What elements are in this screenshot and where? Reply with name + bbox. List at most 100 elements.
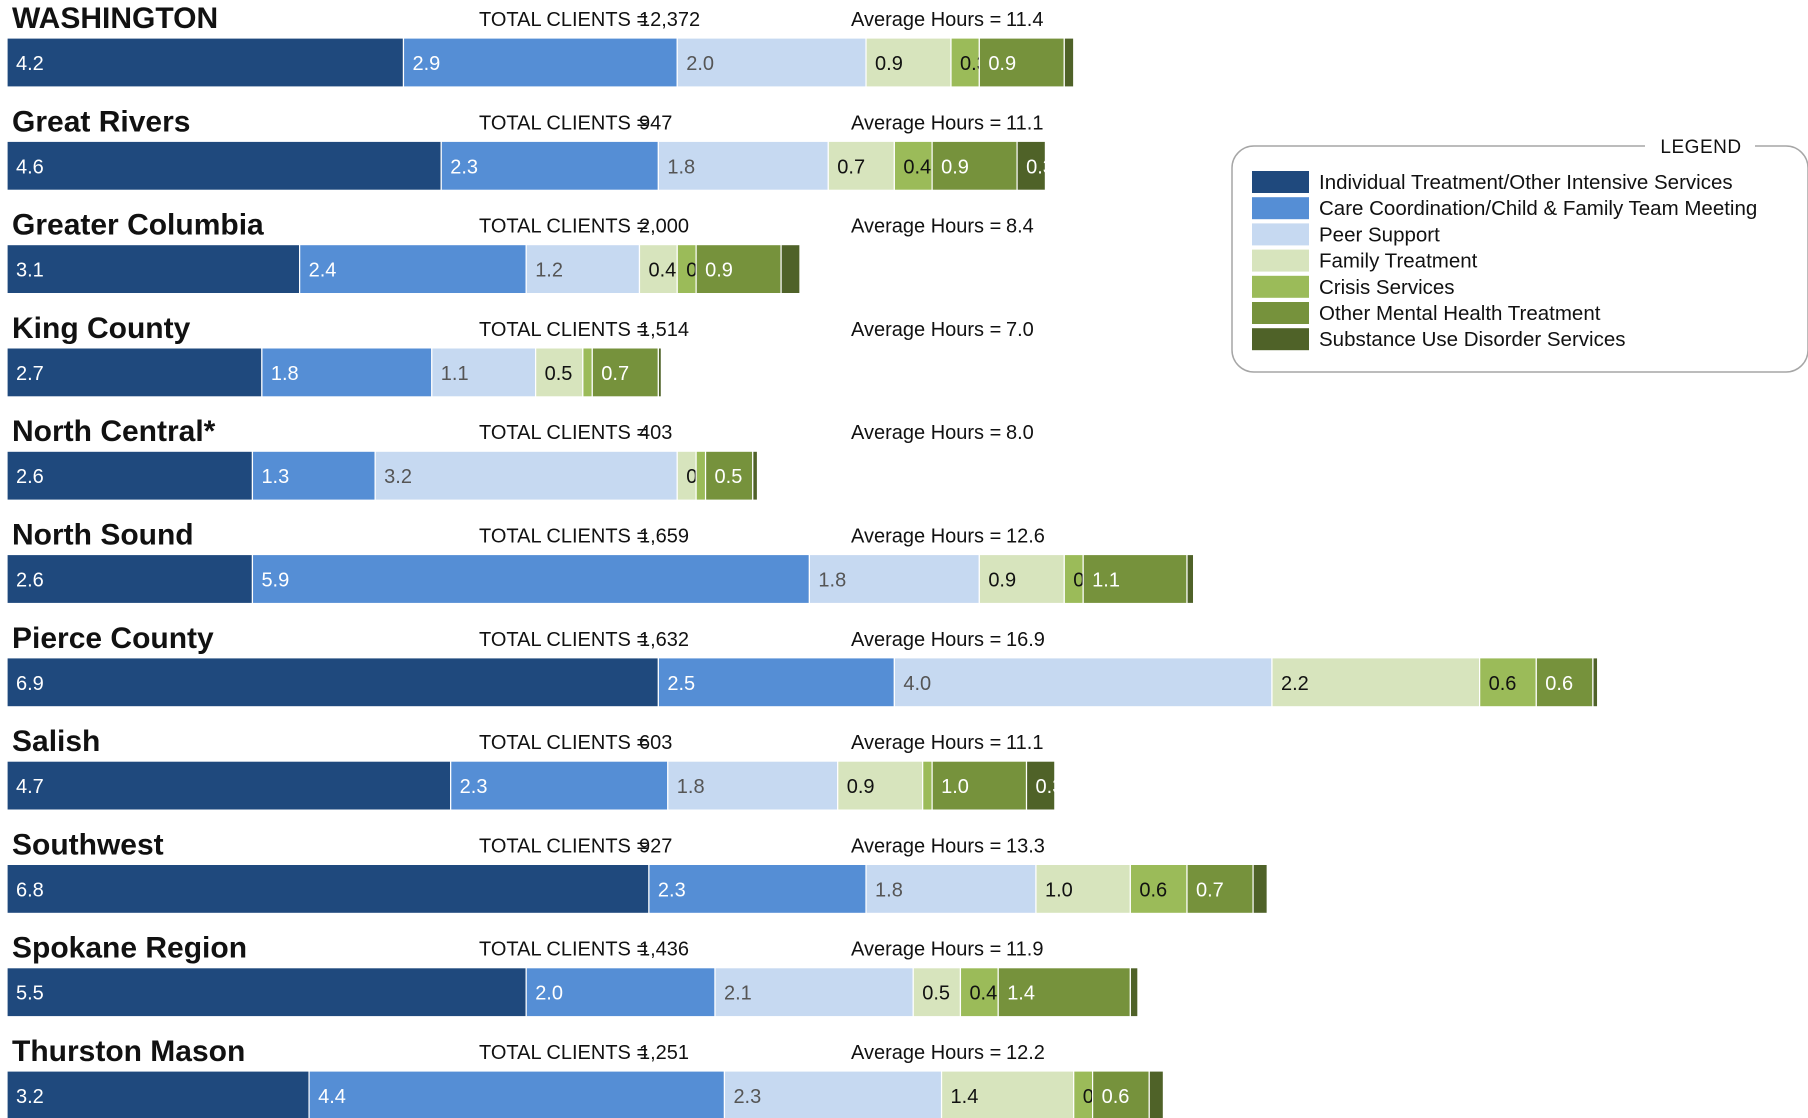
legend: LEGEND Individual Treatment/Other Intensi… (1231, 136, 1808, 373)
data-label: 2.3 (658, 879, 686, 901)
bar-segment (402, 37, 678, 88)
average-hours-label: Average Hours = (851, 422, 1001, 444)
data-label: 4.2 (16, 53, 44, 75)
data-label: 1.4 (951, 1086, 979, 1108)
total-clients-label: TOTAL CLIENTS = (479, 1042, 648, 1064)
data-label: 1.8 (677, 776, 705, 798)
region-name: Spokane Region (12, 932, 247, 965)
data-label: 2.0 (686, 53, 714, 75)
region-name: North Sound (12, 519, 194, 552)
average-hours-value: 8.0 (1006, 422, 1034, 444)
data-label: 4.4 (318, 1086, 346, 1108)
region-name: Salish (12, 725, 100, 758)
total-clients-value: 2,000 (639, 216, 689, 238)
bar-segment (1186, 553, 1195, 605)
bar-segment (1016, 140, 1047, 191)
data-label: 0.4 (903, 156, 931, 178)
data-label: 2.5 (667, 673, 695, 695)
legend-frame (1231, 145, 1808, 373)
bar-segment (591, 347, 659, 398)
data-label: 1.1 (441, 363, 469, 385)
data-label: 0.7 (601, 363, 629, 385)
bar-segment (6, 553, 254, 605)
average-hours-label: Average Hours = (851, 629, 1001, 651)
bar-segment (704, 450, 754, 501)
data-label: 0.9 (705, 260, 733, 282)
bar-segment (723, 1070, 943, 1118)
data-label: 0.9 (988, 570, 1016, 592)
bar-segment (950, 37, 980, 88)
total-clients-label: TOTAL CLIENTS = (479, 216, 648, 238)
average-hours-label: Average Hours = (851, 1042, 1001, 1064)
average-hours-value: 16.9 (1006, 629, 1045, 651)
data-label: 3.2 (384, 466, 412, 488)
data-label: 1.4 (1007, 983, 1035, 1005)
region-row: North Central* TOTAL CLIENTS =403 Average … (6, 415, 1034, 501)
data-label: 0.5 (545, 363, 573, 385)
total-clients-value: 1,251 (639, 1042, 689, 1064)
bar-segment (6, 657, 659, 708)
data-label: 2.3 (733, 1086, 761, 1108)
bar-segment (6, 140, 442, 191)
legend-swatch (1252, 197, 1309, 220)
bar-segment (6, 37, 405, 88)
total-clients-value: 1,514 (639, 319, 689, 341)
region-row: Salish TOTAL CLIENTS =603 Average Hours = 1… (6, 725, 1063, 811)
average-hours-label: Average Hours = (851, 9, 1001, 31)
bar-segment (6, 244, 301, 295)
data-label: 2.6 (16, 466, 44, 488)
legend-swatch (1252, 275, 1309, 298)
data-label: 6.8 (16, 879, 44, 901)
bar-segment (931, 760, 1028, 811)
bar-segment (714, 967, 914, 1018)
total-clients-value: 403 (639, 422, 672, 444)
bar-segment (525, 244, 641, 295)
region-name: Pierce County (12, 622, 214, 655)
bar-segment (261, 347, 433, 398)
bar-segment (676, 37, 867, 88)
bar-segment (780, 244, 801, 295)
legend-swatch (1252, 249, 1309, 272)
legend-label: Family Treatment (1319, 250, 1478, 273)
total-clients-label: TOTAL CLIENTS = (479, 112, 648, 134)
bar-segment (827, 140, 895, 191)
bar-segment (374, 450, 678, 501)
legend-swatch (1252, 328, 1309, 351)
average-hours-label: Average Hours = (851, 732, 1001, 754)
data-label: 0.4 (969, 983, 997, 1005)
data-label: 0.6 (1489, 673, 1517, 695)
data-label: 2.2 (1281, 673, 1309, 695)
bar-segment (1535, 657, 1594, 708)
average-hours-label: Average Hours = (851, 112, 1001, 134)
data-label: 4.6 (16, 156, 44, 178)
legend-label: Care Coordination/Child & Family Team Me… (1319, 197, 1757, 220)
data-label: 0.6 (1545, 673, 1573, 695)
bar-segment (1025, 760, 1056, 811)
region-row: Greater Columbia TOTAL CLIENTS =2,000 Aver… (6, 209, 1034, 295)
bar-segment (959, 967, 999, 1018)
region-row: King County TOTAL CLIENTS =1,514 Average H… (6, 312, 1034, 398)
legend-swatch (1252, 223, 1309, 246)
bar-segment (638, 244, 678, 295)
data-label: 0.9 (875, 53, 903, 75)
data-label: 4.0 (903, 673, 931, 695)
bar-segment (1129, 863, 1188, 915)
region-name: King County (12, 312, 191, 345)
legend-label: Other Mental Health Treatment (1319, 302, 1601, 325)
bar-segment (1148, 1070, 1164, 1118)
data-label: 1.0 (941, 776, 969, 798)
data-label: 2.3 (460, 776, 488, 798)
bar-segment (6, 1070, 310, 1118)
data-label: 0.4 (648, 260, 676, 282)
region-row: Thurston Mason TOTAL CLIENTS =1,251 Averag… (6, 1035, 1164, 1118)
bar-segment (893, 657, 1273, 708)
region-name: Great Rivers (12, 105, 190, 138)
data-label: 0.6 (1139, 879, 1167, 901)
total-clients-value: 927 (639, 835, 672, 857)
data-label: 0.9 (988, 53, 1016, 75)
bar-segment (893, 140, 933, 191)
total-clients-label: TOTAL CLIENTS = (479, 422, 648, 444)
average-hours-value: 12.6 (1006, 526, 1045, 548)
region-row: Spokane Region TOTAL CLIENTS =1,436 Averag… (6, 932, 1139, 1018)
legend-swatch (1252, 302, 1309, 324)
